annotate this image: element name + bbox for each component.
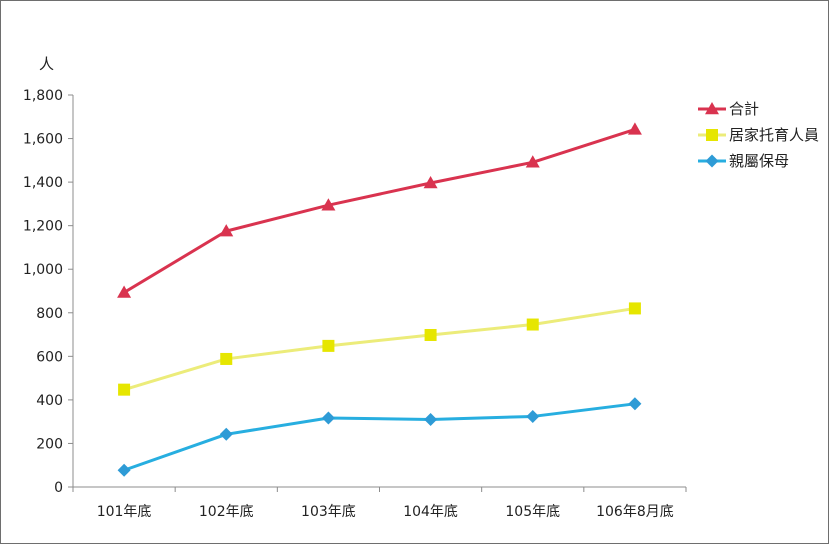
- legend-item: 合計: [698, 100, 759, 118]
- x-tick-label: 101年底: [97, 504, 152, 520]
- y-tick-label: 400: [36, 393, 63, 409]
- x-tick-label: 106年8月底: [596, 504, 674, 520]
- y-tick-label: 1,200: [23, 219, 63, 235]
- data-point-marker: [526, 318, 539, 331]
- x-tick-label: 105年底: [505, 504, 560, 520]
- y-tick-label: 1,800: [23, 88, 63, 104]
- series-3: [117, 397, 642, 477]
- series-line: [123, 402, 636, 472]
- series-line: [123, 306, 636, 392]
- data-point-marker: [525, 155, 540, 168]
- data-point-marker: [321, 411, 335, 425]
- legend-swatch-marker: [705, 154, 719, 168]
- y-axis-unit-label: 人: [39, 55, 54, 73]
- legend-swatch-marker: [706, 129, 718, 141]
- x-axis-ticks: 101年底 102年底 103年底 104年底 105年底 106年8月底: [72, 487, 687, 520]
- data-point-marker: [424, 412, 438, 426]
- data-point-marker: [219, 224, 234, 237]
- y-tick-label: 200: [36, 436, 63, 452]
- data-point-marker: [322, 339, 335, 352]
- series-2: [118, 302, 641, 396]
- data-point-marker: [627, 122, 642, 135]
- y-tick-label: 1,000: [23, 262, 63, 278]
- data-point-marker: [423, 175, 438, 189]
- legend-item: 親屬保母: [698, 152, 789, 170]
- legend-label: 居家托育人員: [729, 126, 819, 144]
- series-layer: [117, 122, 642, 477]
- data-point-marker: [628, 397, 642, 411]
- series-line: [123, 127, 636, 294]
- data-point-marker: [526, 409, 540, 423]
- legend-label: 合計: [729, 100, 759, 118]
- y-axis-ticks: 0 200 400 600 800 1,000 1,200 1,400 1,600 1,800: [23, 88, 73, 496]
- data-point-marker: [117, 285, 132, 298]
- data-point-marker: [117, 463, 131, 477]
- x-tick-label: 102年底: [199, 504, 254, 520]
- y-tick-label: 1,600: [23, 132, 63, 148]
- y-tick-label: 1,400: [23, 175, 63, 191]
- legend-label: 親屬保母: [729, 152, 789, 170]
- legend-item: 居家托育人員: [698, 126, 819, 144]
- y-tick-label: 600: [36, 349, 63, 365]
- data-point-marker: [628, 302, 641, 315]
- x-tick-label: 104年底: [403, 504, 458, 520]
- data-point-marker: [220, 352, 233, 365]
- legend-swatch-marker: [705, 102, 719, 115]
- data-point-marker: [424, 328, 437, 341]
- data-point-marker: [118, 383, 131, 396]
- series-1: [117, 122, 642, 298]
- y-tick-label: 0: [54, 480, 63, 496]
- data-point-marker: [219, 427, 233, 441]
- x-tick-label: 103年底: [301, 504, 356, 520]
- data-point-marker: [321, 198, 336, 211]
- y-tick-label: 800: [36, 306, 63, 322]
